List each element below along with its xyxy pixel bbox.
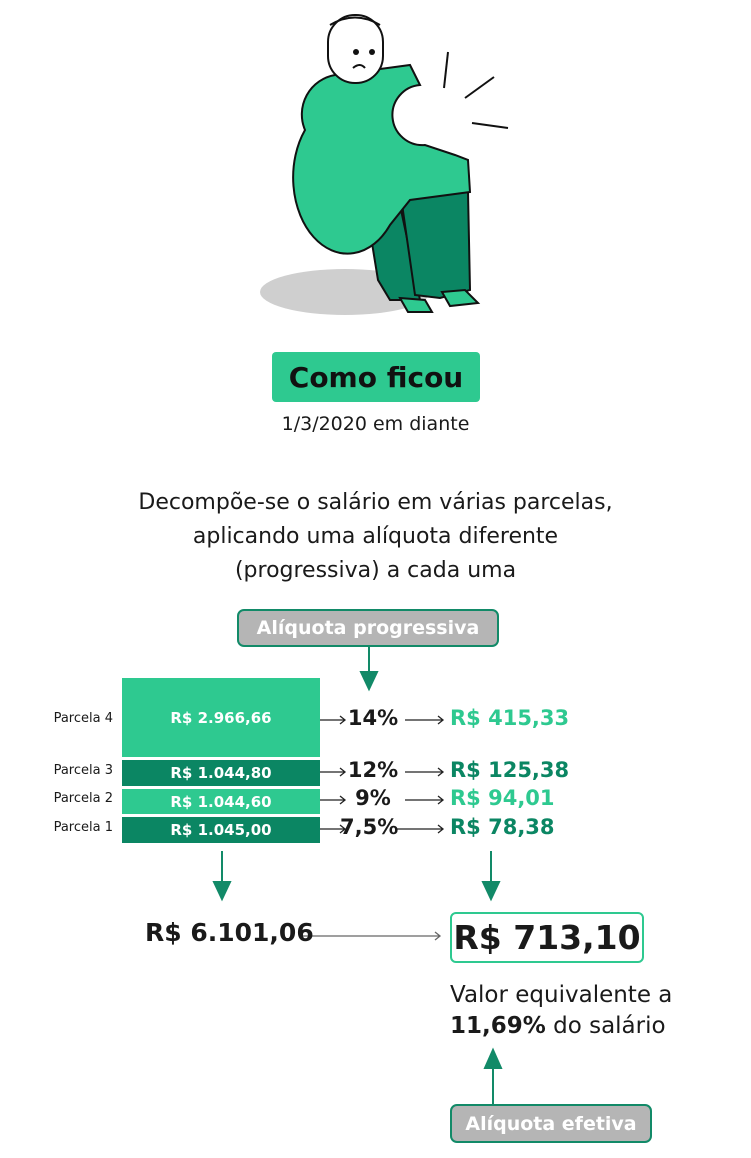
- date-range: 1/3/2020 em diante: [281, 413, 470, 435]
- total-salary: R$ 6.101,06: [145, 918, 314, 947]
- parcel-bar-3: R$ 1.044,80: [122, 760, 320, 786]
- parcel-bar-2: R$ 1.044,60: [122, 789, 320, 814]
- parcel-label: Parcela 3: [53, 763, 113, 778]
- total-tax-box: R$ 713,10: [450, 912, 644, 963]
- parcel-label: Parcela 4: [53, 711, 113, 726]
- parcel-bar-1: R$ 1.045,00: [122, 817, 320, 843]
- parcel-bar-4: R$ 2.966,66: [122, 678, 320, 757]
- progressive-rate-badge: Alíquota progressiva: [237, 609, 499, 647]
- description: Decompõe-se o salário em várias parcelas…: [0, 486, 751, 588]
- parcel-rate: 14%: [347, 706, 399, 730]
- effective-rate: 11,69%: [450, 1013, 546, 1039]
- parcel-label: Parcela 2: [53, 791, 113, 806]
- parcel-tax: R$ 94,01: [450, 786, 555, 810]
- parcel-tax: R$ 125,38: [450, 758, 570, 782]
- description-line: aplicando uma alíquota diferente: [192, 524, 559, 549]
- parcel-rate: 7,5%: [340, 815, 399, 839]
- parcel-rate: 12%: [347, 758, 399, 782]
- parcel-tax: R$ 78,38: [450, 815, 555, 839]
- parcel-tax: R$ 415,33: [450, 706, 570, 730]
- effective-rate-badge: Alíquota efetiva: [450, 1104, 652, 1143]
- parcel-label: Parcela 1: [53, 820, 113, 835]
- parcel-rate: 9%: [355, 786, 391, 810]
- section-badge: Como ficou: [272, 352, 480, 402]
- effective-summary: Valor equivalente a 11,69% do salário: [450, 980, 672, 1042]
- summary-rest: do salário: [545, 1013, 666, 1039]
- description-line: Decompõe-se o salário em várias parcelas…: [138, 490, 613, 515]
- summary-line: Valor equivalente a: [450, 982, 673, 1008]
- description-line: (progressiva) a cada uma: [234, 558, 517, 583]
- illustration-man-in-pain: [260, 14, 509, 315]
